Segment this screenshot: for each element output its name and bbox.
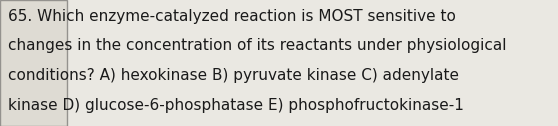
Text: changes in the concentration of its reactants under physiological: changes in the concentration of its reac… <box>8 38 507 53</box>
FancyBboxPatch shape <box>0 0 67 126</box>
Text: conditions? A) hexokinase B) pyruvate kinase C) adenylate: conditions? A) hexokinase B) pyruvate ki… <box>8 68 459 83</box>
Text: 65. Which enzyme-catalyzed reaction is MOST sensitive to: 65. Which enzyme-catalyzed reaction is M… <box>8 9 456 24</box>
Text: kinase D) glucose-6-phosphatase E) phosphofructokinase-1: kinase D) glucose-6-phosphatase E) phosp… <box>8 98 464 113</box>
